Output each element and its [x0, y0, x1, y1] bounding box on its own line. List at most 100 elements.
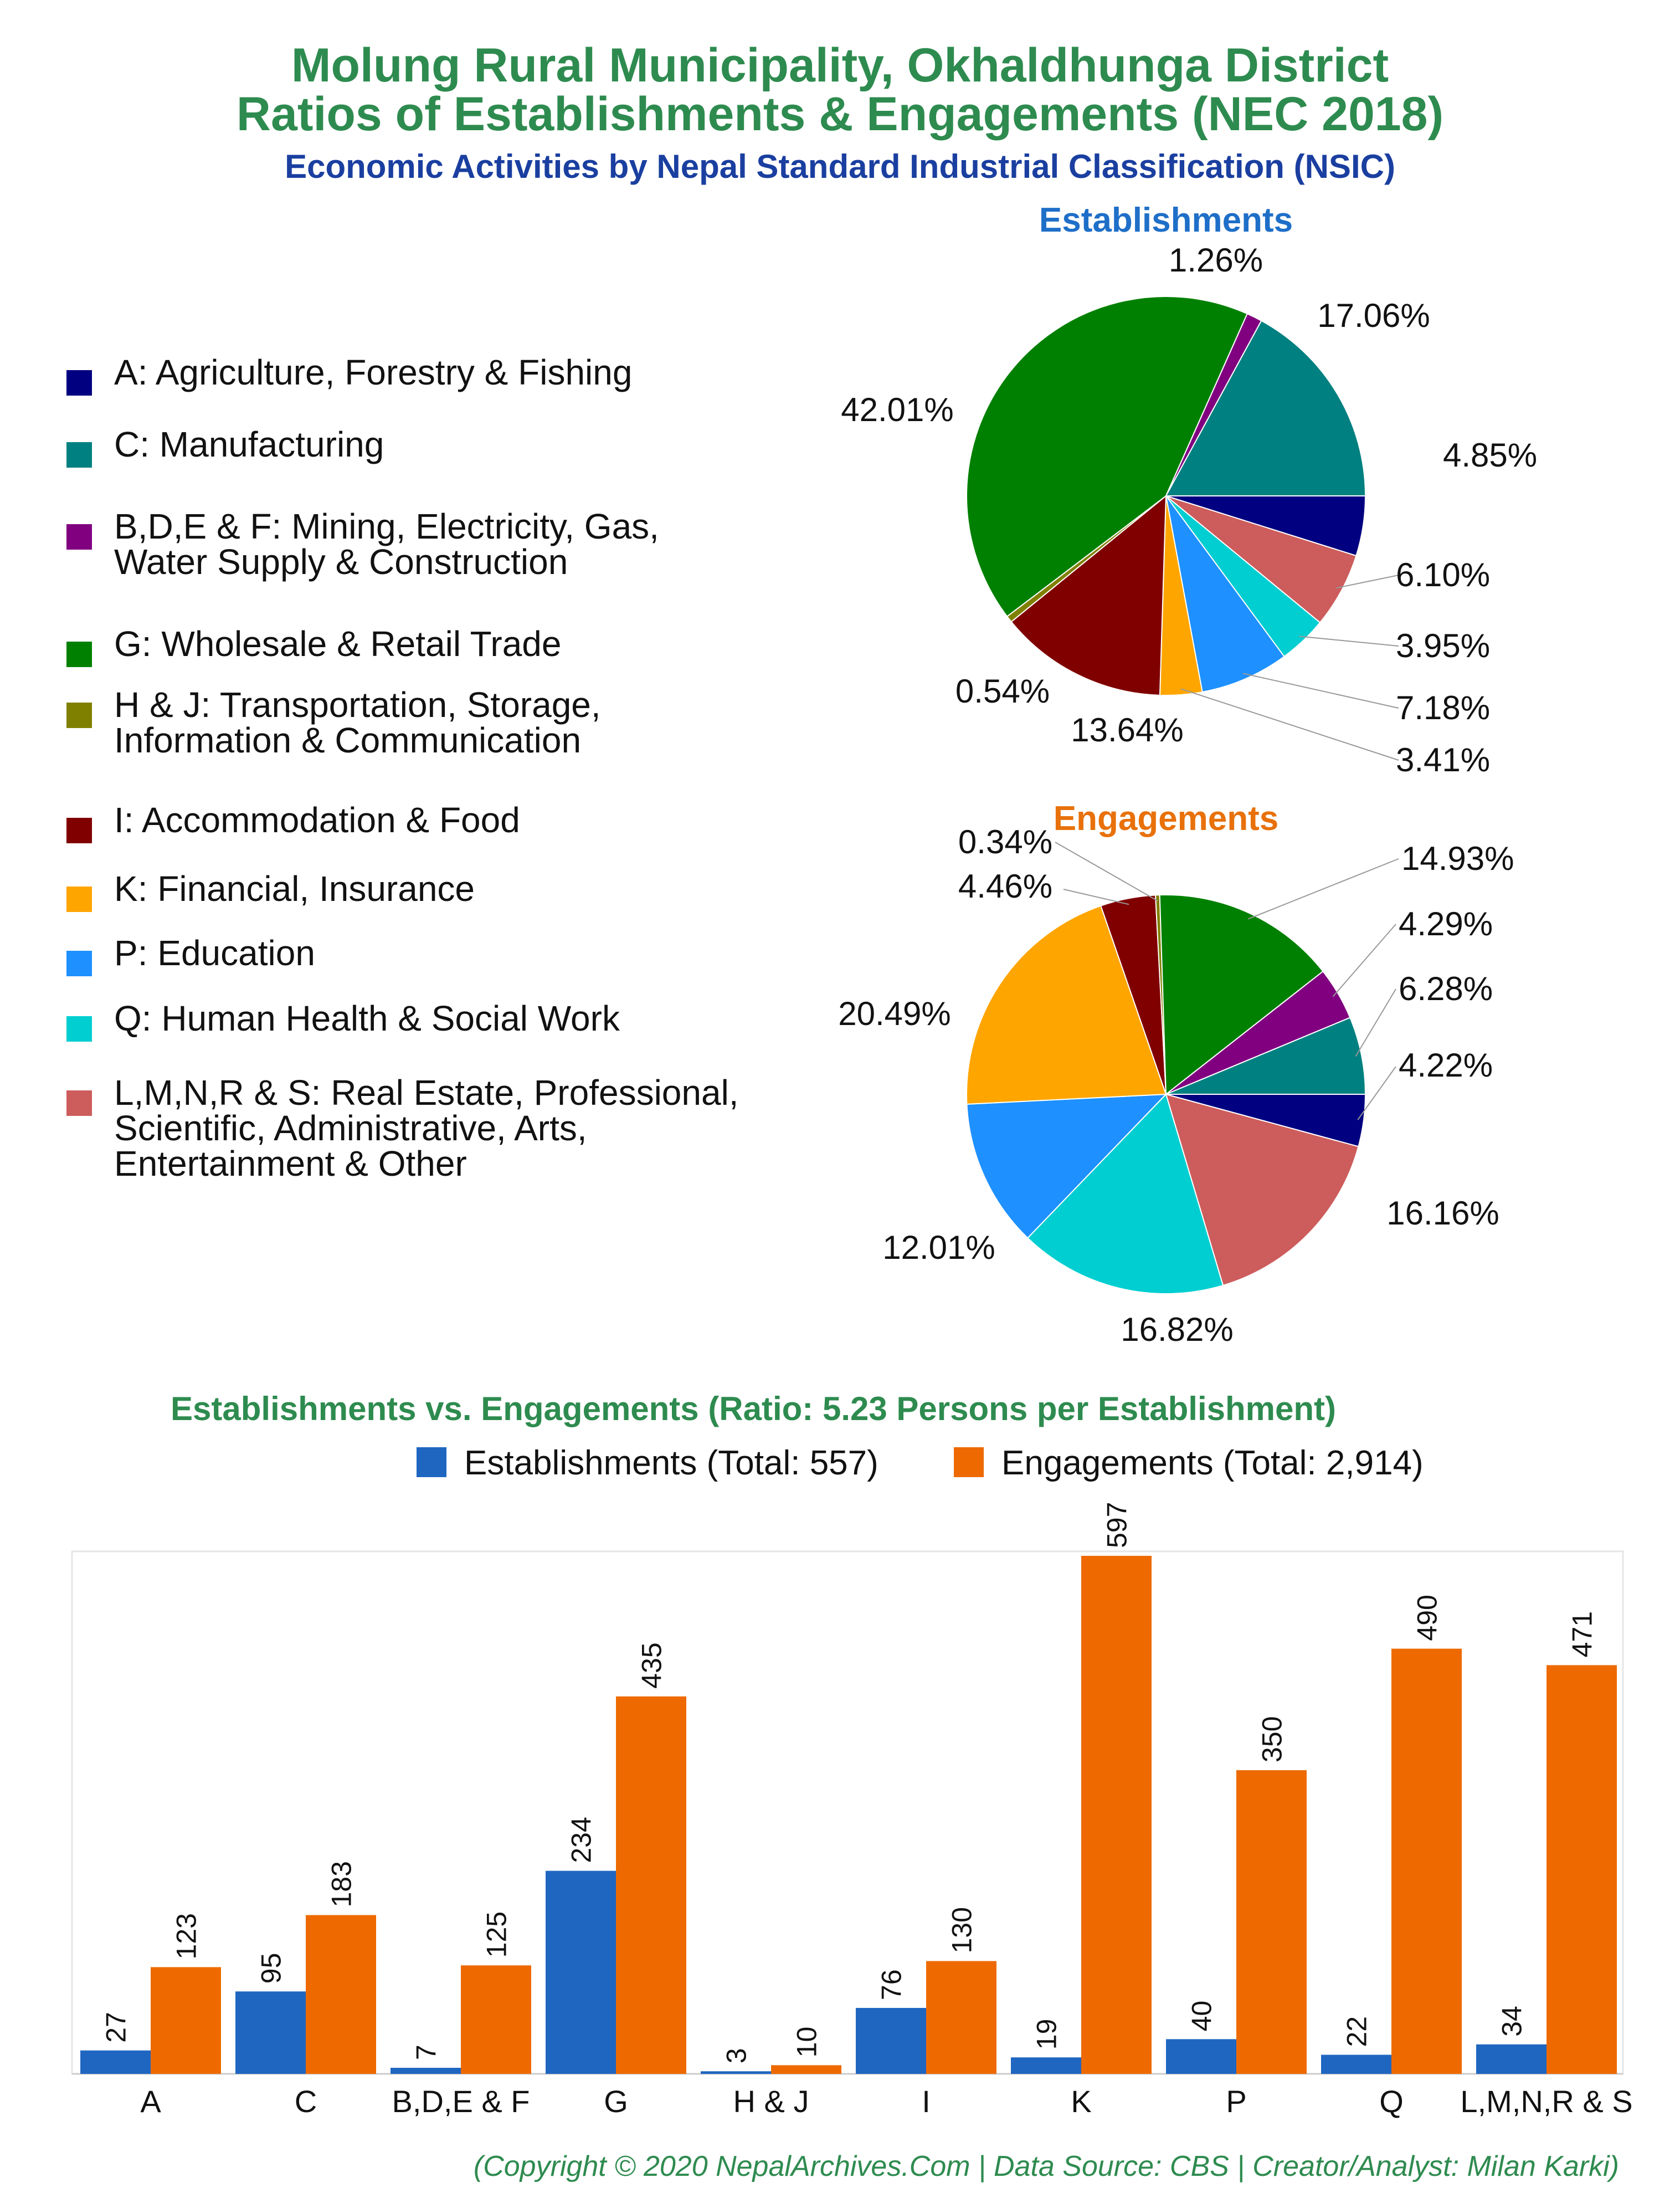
chart-title-line1: Molung Rural Municipality, Okhaldhunga D… — [291, 39, 1389, 92]
bar-engagements-9 — [1547, 1665, 1617, 2074]
pie-slice-g — [1159, 894, 1324, 1096]
pie-label-k: 20.49% — [838, 995, 951, 1032]
bar-engagements-0 — [151, 1967, 221, 2074]
pie-label-k: 3.41% — [1396, 741, 1490, 778]
pie-label-c: 17.06% — [1317, 297, 1430, 334]
legend-item: P: Education — [66, 935, 315, 976]
pie-label-q: 3.95% — [1396, 627, 1490, 664]
pie-label-l-m-n-r-s: 6.10% — [1396, 556, 1490, 593]
legend-label: B,D,E & F: Mining, Electricity, Gas, Wat… — [114, 506, 659, 582]
legend-label: K: Financial, Insurance — [114, 869, 475, 909]
pie-label-g: 14.93% — [1401, 840, 1514, 877]
legend-label: G: Wholesale & Retail Trade — [114, 624, 562, 664]
bar-value-label: 10 — [792, 2027, 823, 2058]
bar-value-label: 34 — [1497, 2006, 1528, 2037]
leader-line — [1247, 858, 1399, 920]
bar-engagements-8 — [1391, 1648, 1462, 2074]
pie-slice-q — [1026, 1093, 1224, 1294]
x-tick-label: P — [1226, 2084, 1246, 2119]
bar-value-label: 350 — [1257, 1716, 1288, 1762]
leader-line — [1063, 889, 1129, 905]
pie-slice-c — [1165, 320, 1366, 496]
leader-line — [1332, 924, 1396, 997]
pie-slice-p — [966, 1093, 1168, 1239]
legend-swatch — [66, 524, 92, 550]
pie-label-a: 4.85% — [1443, 437, 1537, 474]
leader-line — [1355, 988, 1396, 1057]
legend-item: K: Financial, Insurance — [66, 871, 475, 912]
pie-label-b-d-e-f: 1.26% — [1169, 242, 1263, 279]
pie-title-establishments: Establishments — [1039, 201, 1293, 239]
legend-swatch — [66, 951, 92, 976]
legend-swatch — [66, 370, 92, 396]
bar-establishments-9 — [1476, 2044, 1547, 2074]
legend-swatch — [66, 642, 92, 667]
bar-value-label: 19 — [1031, 2019, 1062, 2050]
bar-value-label: 3 — [721, 2048, 752, 2063]
x-tick-label: C — [295, 2084, 317, 2119]
legend-swatch-engagements — [954, 1447, 984, 1477]
legend-swatch — [66, 1090, 92, 1116]
bar-value-label: 435 — [636, 1642, 667, 1688]
pie-chart-engagements: 4.22% 16.16% 16.82% 12.01% 20.49% 4.46% 0.34% 1… — [838, 823, 1514, 1348]
bar-establishments-5 — [856, 2007, 926, 2074]
legend-swatch — [66, 1016, 92, 1042]
pie-label-i: 13.64% — [1071, 711, 1184, 749]
legend-item: G: Wholesale & Retail Trade — [66, 626, 561, 667]
pie-slice-l-m-n-r-s — [1165, 1093, 1359, 1287]
legend-label: P: Education — [114, 933, 315, 973]
chart-title-line2: Ratios of Establishments & Engagements (… — [236, 88, 1444, 141]
legend-swatch — [66, 887, 92, 912]
x-tick-label: I — [922, 2084, 931, 2119]
bar-value-label: 22 — [1342, 2016, 1373, 2047]
bar-establishments-7 — [1166, 2039, 1236, 2074]
bar-establishments-6 — [1011, 2057, 1081, 2074]
pie-title-engagements: Engagements — [1054, 800, 1279, 838]
bar-value-label: 234 — [566, 1817, 597, 1863]
bar-establishments-3 — [546, 1871, 616, 2074]
leader-line — [1055, 842, 1158, 901]
legend-label: A: Agriculture, Forestry & Fishing — [114, 352, 633, 392]
x-tick-label: K — [1071, 2084, 1091, 2119]
x-tick-label: G — [604, 2084, 628, 2119]
legend-label-establishments: Establishments (Total: 557) — [464, 1444, 878, 1482]
bar-value-label: 183 — [326, 1861, 357, 1907]
bar-value-label: 125 — [481, 1912, 512, 1958]
legend-item: B,D,E & F: Mining, Electricity, Gas, Wat… — [66, 509, 659, 580]
bar-value-label: 471 — [1567, 1611, 1598, 1657]
pie-slice-c — [1165, 1017, 1366, 1095]
bar-engagements-2 — [461, 1965, 531, 2074]
legend-swatch — [66, 703, 92, 728]
x-tick-label: B,D,E & F — [392, 2084, 530, 2119]
pie-slice-i — [1010, 494, 1167, 696]
pie-slice-g — [965, 296, 1249, 618]
bar-value-label: 130 — [947, 1907, 978, 1953]
leader-line — [1180, 688, 1399, 761]
legend-item: H & J: Transportation, Storage, Informat… — [66, 687, 601, 758]
pie-slice-p — [1165, 495, 1285, 693]
pie-slice-k — [966, 905, 1167, 1105]
bar-establishments-1 — [235, 1991, 306, 2074]
x-tick-label: A — [140, 2084, 161, 2119]
pie-label-h-j: 0.54% — [955, 673, 1050, 710]
bar-value-label: 27 — [101, 2012, 132, 2043]
bar-establishments-8 — [1321, 2054, 1391, 2074]
pie-label-p: 12.01% — [882, 1229, 995, 1266]
legend-item: A: Agriculture, Forestry & Fishing — [66, 355, 632, 396]
bar-value-label: 597 — [1102, 1502, 1133, 1548]
leader-line — [1242, 673, 1399, 709]
pie-label-i: 4.46% — [958, 868, 1052, 905]
x-tick-label: Q — [1379, 2084, 1404, 2119]
bar-engagements-3 — [616, 1696, 686, 2074]
footer-credit: (Copyright © 2020 NepalArchives.Com | Da… — [473, 2150, 1619, 2182]
x-tick-label: L,M,N,R & S — [1460, 2084, 1632, 2119]
bar-engagements-6 — [1081, 1556, 1152, 2074]
pie-label-g: 42.01% — [841, 391, 954, 428]
legend-swatch-establishments — [417, 1447, 446, 1477]
bar-chart: 27 123 A 95 183 C 7 125 B,D,E & F 234 435 G 3 10 H & J… — [80, 1502, 1633, 2119]
x-tick-label: H & J — [733, 2084, 809, 2119]
bar-value-label: 490 — [1412, 1595, 1443, 1641]
legend-label: Q: Human Health & Social Work — [114, 998, 620, 1038]
pie-label-p: 7.18% — [1396, 689, 1490, 726]
